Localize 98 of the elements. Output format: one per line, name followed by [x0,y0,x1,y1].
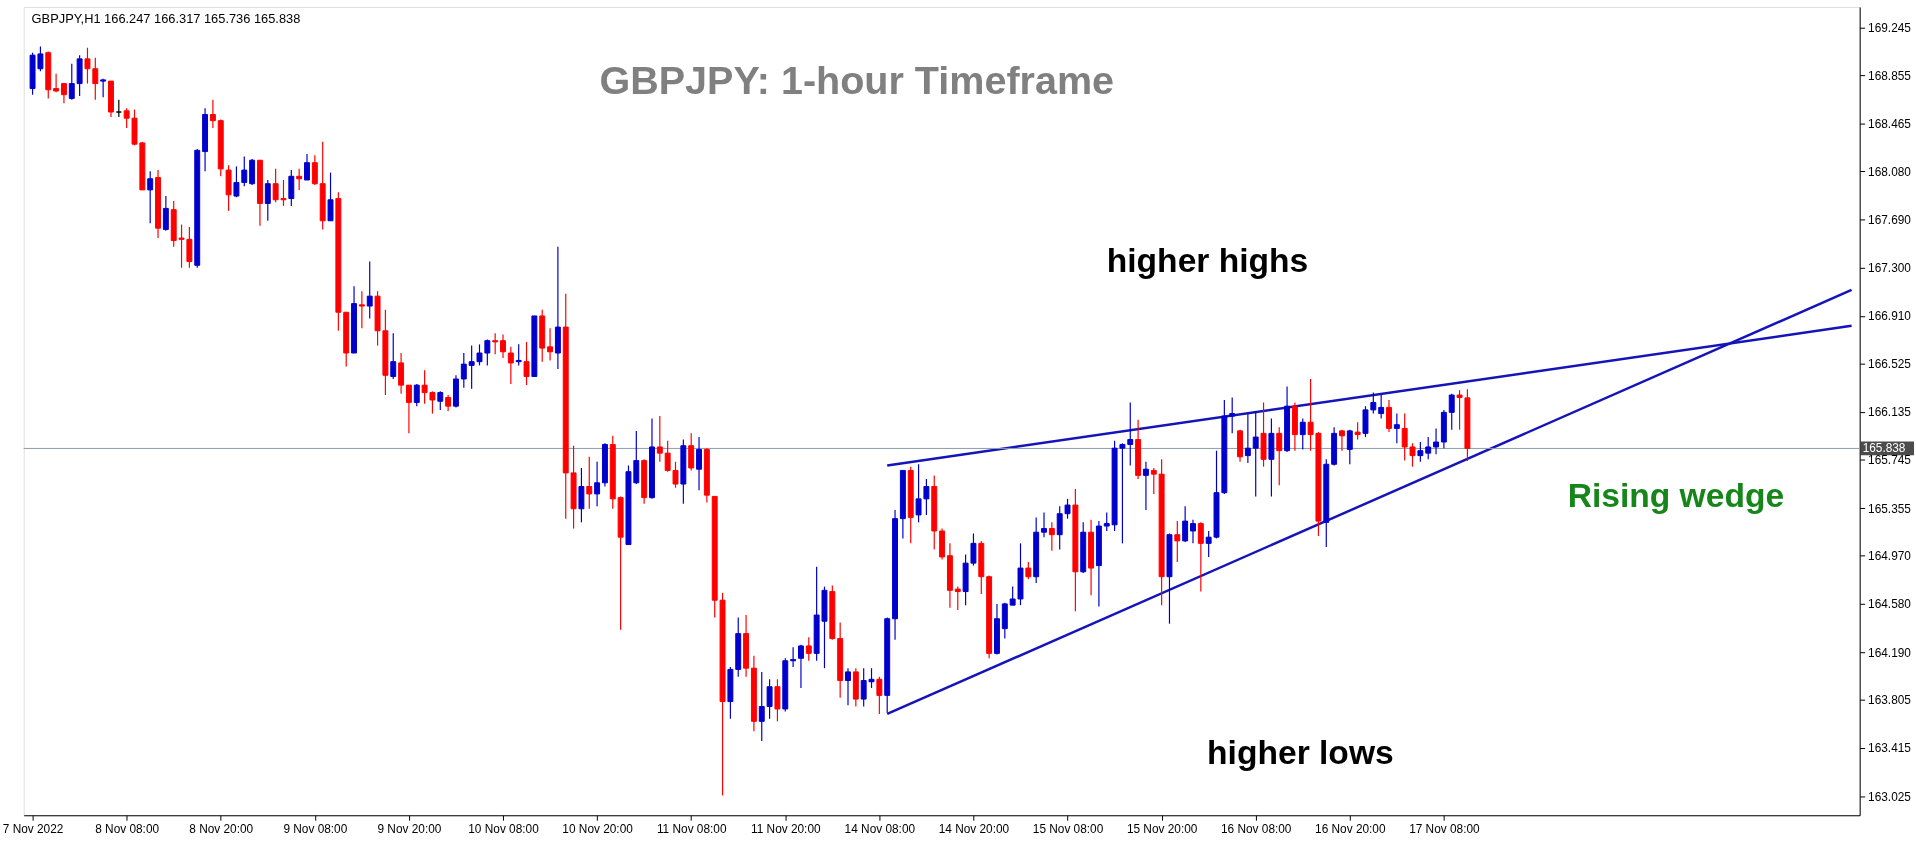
candlestick [1276,426,1283,486]
x-tick-label: 7 Nov 2022 [2,821,64,836]
candlestick [249,158,256,186]
x-tick-label: 8 Nov 20:00 [189,821,254,836]
candlestick [774,678,781,722]
candlestick [304,153,310,181]
candlestick [492,332,499,355]
x-tick-label: 9 Nov 08:00 [283,821,348,836]
candlestick [1417,441,1424,463]
candlestick [413,383,420,407]
candlestick [1041,511,1047,538]
candlestick [1182,505,1189,543]
y-tick-label: 168.465 [1868,117,1912,132]
y-tick-label: 166.910 [1868,309,1912,324]
y-tick-label: 168.080 [1868,164,1912,179]
candlestick [296,168,303,191]
x-tick-label: 11 Nov 20:00 [750,821,821,836]
candlestick [954,586,961,611]
candlestick [1299,417,1306,451]
y-tick-label: 167.690 [1868,212,1912,227]
candlestick [1433,427,1440,455]
candlestick [327,171,334,222]
y-tick-label: 165.745 [1868,453,1912,468]
candlestick [1386,399,1392,433]
candlestick [500,333,506,359]
y-tick-label: 163.415 [1868,741,1912,756]
candlestick [1150,467,1157,495]
y-tick-label: 163.805 [1868,693,1912,708]
candlestick [1048,521,1055,552]
candlestick [845,667,851,706]
candlestick [586,456,593,510]
x-tick-label: 10 Nov 20:00 [562,821,634,836]
text: GBPJPY: 1-hour Timeframe [599,57,1114,102]
y-tick-label: 164.970 [1868,549,1912,564]
candlestick [264,179,271,222]
candlestick [876,676,883,715]
candlestick [547,327,554,362]
candlestick [507,346,514,385]
x-tick-label: 17 Nov 08:00 [1409,821,1481,836]
candlestick [311,154,318,186]
candlestick [1425,436,1432,460]
candlestick [398,352,405,395]
x-tick-label: 15 Nov 20:00 [1126,821,1198,836]
y-tick-label: 163.025 [1868,789,1912,804]
candlestick [1393,412,1400,444]
annotation: higher highs [1106,241,1309,279]
y-tick-label: 166.135 [1868,405,1912,420]
candlestick [1197,521,1204,593]
candlestick [358,290,365,329]
annotation: Rising wedge [1567,476,1785,514]
candlestick [790,646,797,668]
candlestick [60,82,67,104]
candlestick [515,343,522,366]
candlestick [366,260,373,320]
candlestick [1378,394,1385,420]
candlestick [805,636,812,662]
x-tick-label: 16 Nov 20:00 [1315,821,1386,836]
candlestick [390,332,397,380]
x-tick-label: 14 Nov 08:00 [844,821,916,836]
y-tick-label: 169.245 [1868,20,1912,35]
candlestick [437,390,444,411]
candlestick [1346,429,1353,465]
candlestick [594,461,601,507]
x-tick-label: 16 Nov 08:00 [1220,821,1292,836]
candlestick [523,341,530,386]
x-tick-label: 11 Nov 08:00 [656,821,727,836]
y-tick-label: 166.525 [1868,356,1912,371]
y-tick-label: 167.300 [1868,261,1912,276]
candlestick [147,170,154,224]
x-tick-label: 15 Nov 08:00 [1032,821,1104,836]
ref-line-label: 165.838 [1862,441,1906,456]
candlestick [288,169,295,207]
x-tick-label: 10 Nov 08:00 [468,821,540,836]
y-tick-label: 165.355 [1868,501,1912,516]
candlestick [696,436,702,491]
candlestick [1142,461,1149,511]
y-tick-label: 164.580 [1868,597,1912,612]
annotation: higher lows [1207,733,1394,771]
y-tick-label: 164.190 [1868,645,1912,660]
candlestick [1229,396,1236,434]
candlestick [1448,393,1455,431]
candlestick [656,415,663,463]
candlestick [578,467,585,523]
x-tick-label: 14 Nov 20:00 [938,821,1010,836]
candlestick [1244,412,1251,464]
x-tick-label: 8 Nov 08:00 [95,821,160,836]
annotation: GBPJPY,H1 166.247 166.317 165.736 165.838 [31,10,301,26]
candlestick [162,195,169,232]
candlestick [1190,519,1196,544]
candlestick [688,432,695,472]
x-tick-label: 9 Nov 20:00 [377,821,442,836]
candlestick [209,99,216,129]
candlestick [1252,410,1259,497]
candlestick [405,384,412,434]
y-tick-label: 168.855 [1868,69,1912,83]
candlestick [1174,520,1181,563]
candlestick [797,644,804,689]
candlestick [460,352,467,389]
